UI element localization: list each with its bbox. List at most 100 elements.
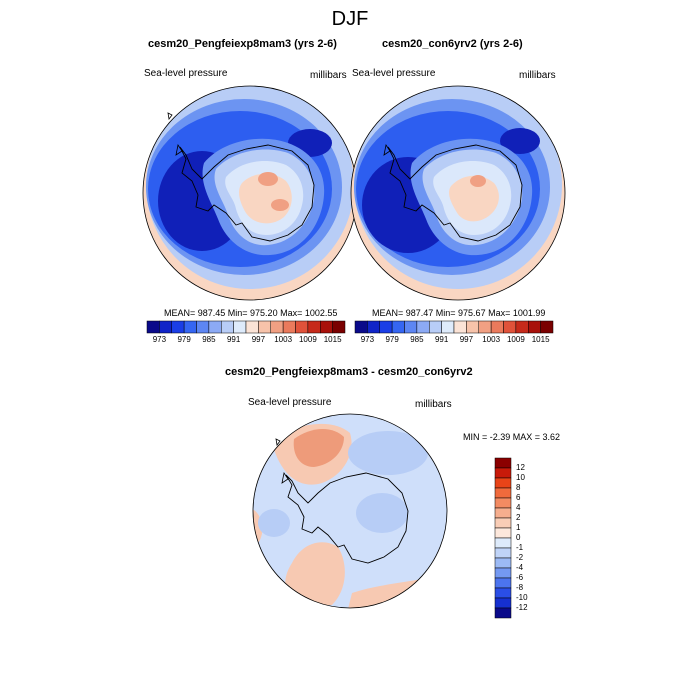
panel3-map-border: [252, 413, 448, 609]
colorbar-swatch: [540, 320, 554, 334]
colorbar-swatch: [494, 487, 512, 499]
colorbar-swatch: [233, 320, 247, 334]
colorbar-swatch: [282, 320, 296, 334]
colorbar-swatch: [183, 320, 197, 334]
colorbar-swatch: [494, 507, 512, 519]
panel1-polar-map: [142, 85, 358, 301]
panel2-colorbar-ticks: 973 979 985 991 997 1003 1009 1015: [355, 335, 553, 345]
colorbar-swatch: [528, 320, 541, 334]
panel2-colorbar: [354, 320, 554, 334]
panel2-coastline-islands: [383, 143, 391, 156]
colorbar-tick-label: 6: [516, 493, 521, 502]
panel1-units-label: millibars: [310, 70, 347, 81]
colorbar-tick-label: 973: [360, 335, 375, 344]
colorbar-tick-label: 0: [516, 533, 521, 542]
panel3-negative-anomaly-interior: [356, 493, 408, 533]
colorbar-tick-label: 1015: [531, 335, 550, 344]
colorbar-tick-label: 997: [251, 335, 266, 344]
colorbar-tick-label: 991: [434, 335, 449, 344]
panel3-coastline: [285, 472, 409, 564]
colorbar-swatch: [494, 467, 512, 479]
colorbar-swatch: [391, 320, 405, 334]
colorbar-tick-label: 1003: [274, 335, 293, 344]
panel1-coastline-islands: [167, 112, 183, 156]
colorbar-tick-label: 991: [226, 335, 241, 344]
colorbar-tick-label: 979: [385, 335, 399, 344]
colorbar-tick-label: 4: [516, 503, 521, 512]
colorbar-swatch: [379, 320, 393, 334]
panel3-title: cesm20_Pengfeiexp8mam3 - cesm20_con6yrv2: [225, 366, 473, 378]
panel2-polar-map: [350, 85, 566, 301]
panel3-polar-map: [252, 413, 448, 609]
colorbar-tick-label: 10: [516, 473, 525, 482]
colorbar-tick-label: 12: [516, 463, 525, 472]
colorbar-swatch: [494, 607, 512, 619]
panel2-coastline: [387, 144, 523, 242]
colorbar-swatch: [494, 587, 512, 599]
colorbar-swatch: [320, 320, 333, 334]
panel2-variable-label: Sea-level pressure: [352, 68, 436, 79]
panel1-colorbar-ticks: 973 979 985 991 997 1003 1009 1015: [147, 335, 345, 345]
colorbar-swatch: [494, 477, 512, 489]
colorbar-swatch: [494, 547, 512, 559]
colorbar-swatch: [295, 320, 309, 334]
colorbar-tick-label: -1: [516, 543, 524, 552]
panel1-interior-high: [239, 173, 292, 224]
colorbar-swatch: [171, 320, 185, 334]
colorbar-swatch: [307, 320, 321, 334]
panel2-interior-high-core: [470, 175, 486, 187]
colorbar-tick-label: 979: [177, 335, 191, 344]
colorbar-swatch: [494, 557, 512, 569]
colorbar-swatch: [404, 320, 418, 334]
colorbar-swatch: [453, 320, 467, 334]
colorbar-swatch: [367, 320, 380, 334]
panel1-interior-high-core-2: [271, 199, 289, 211]
panel1-variable-label: Sea-level pressure: [144, 68, 228, 79]
colorbar-swatch: [196, 320, 210, 334]
colorbar-tick-label: -8: [516, 583, 524, 592]
colorbar-tick-label: 1015: [323, 335, 342, 344]
colorbar-swatch: [494, 567, 512, 579]
colorbar-swatch: [494, 537, 512, 549]
panel3-positive-anomaly-north-core: [293, 428, 344, 467]
colorbar-swatch: [494, 457, 512, 469]
colorbar-swatch: [494, 577, 512, 589]
colorbar-tick-label: 1003: [482, 335, 501, 344]
panel3-negative-anomaly-west: [258, 509, 290, 537]
colorbar-swatch: [429, 320, 442, 334]
panel1-stats: MEAN= 987.45 Min= 975.20 Max= 1002.55: [164, 308, 338, 318]
colorbar-swatch: [416, 320, 430, 334]
colorbar-tick-label: 2: [516, 513, 521, 522]
panel3-stats: MIN = -2.39 MAX = 3.62: [463, 432, 561, 442]
panel3-colorbar-ticks: 12 10 8 6 4 2 1 0 -1 -2 -4 -6 -8 -10 -12: [516, 458, 556, 618]
colorbar-tick-label: 973: [152, 335, 167, 344]
colorbar-swatch: [494, 517, 512, 529]
colorbar-swatch: [270, 320, 284, 334]
panel1-title: cesm20_Pengfeiexp8mam3 (yrs 2-6): [148, 38, 337, 50]
panel1-colorbar: [146, 320, 346, 334]
panel2-map-border: [350, 85, 566, 301]
colorbar-tick-label: 985: [202, 335, 216, 344]
colorbar-tick-label: -6: [516, 573, 524, 582]
colorbar-tick-label: 1009: [298, 335, 317, 344]
colorbar-swatch: [466, 320, 479, 334]
panel1-interior-high-core: [258, 172, 278, 186]
colorbar-swatch: [332, 320, 346, 334]
colorbar-swatch: [503, 320, 517, 334]
panel3-units-label: millibars: [415, 399, 452, 410]
colorbar-swatch: [515, 320, 529, 334]
colorbar-tick-label: 985: [410, 335, 424, 344]
colorbar-swatch: [208, 320, 222, 334]
colorbar-swatch: [490, 320, 504, 334]
colorbar-tick-label: -10: [516, 593, 528, 602]
colorbar-swatch: [258, 320, 271, 334]
colorbar-tick-label: 1009: [506, 335, 525, 344]
colorbar-swatch: [159, 320, 172, 334]
panel2-low-center-east: [500, 128, 540, 154]
colorbar-swatch: [354, 320, 368, 334]
colorbar-swatch: [146, 320, 160, 334]
colorbar-swatch: [494, 597, 512, 609]
colorbar-swatch: [494, 527, 512, 539]
colorbar-tick-label: -12: [516, 603, 528, 612]
panel2-title: cesm20_con6yrv2 (yrs 2-6): [382, 38, 523, 50]
